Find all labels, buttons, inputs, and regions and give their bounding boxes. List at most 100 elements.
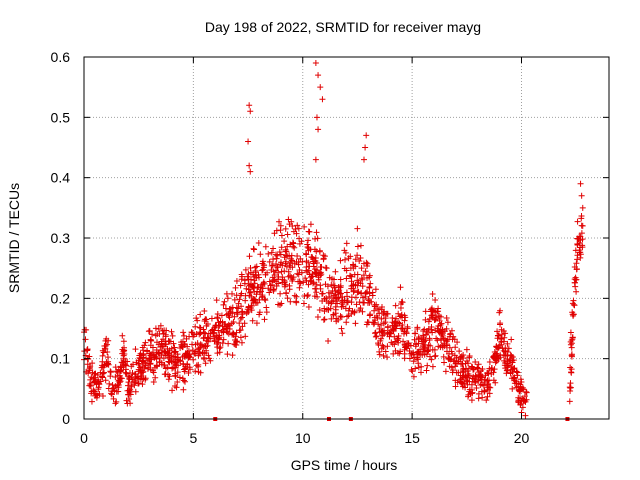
data-point [378,335,385,342]
data-point [443,314,450,321]
data-point [144,365,151,372]
data-point [302,275,309,282]
data-point [271,230,278,237]
data-point [570,312,577,319]
data-point [309,255,316,262]
data-point [215,335,222,342]
data-point [415,364,422,371]
data-point [180,377,187,384]
data-point [197,325,204,332]
data-point [238,314,245,321]
data-point [170,364,177,371]
data-point [364,260,371,267]
data-point [259,285,266,292]
data-point [485,380,492,387]
data-point [423,351,430,358]
data-point [338,314,345,321]
x-tick-label: 5 [189,430,197,446]
data-point [172,373,179,380]
data-point [263,304,270,311]
data-point [109,381,116,388]
data-point [180,329,187,336]
data-point [498,326,505,333]
data-point [257,251,264,258]
data-point [578,213,585,220]
data-point [185,369,192,376]
data-point [452,377,459,384]
data-point [423,367,430,374]
data-point [275,280,282,287]
data-point [194,317,201,324]
data-point [514,372,521,379]
data-point [380,310,387,317]
data-point [329,275,336,282]
data-point [113,398,120,405]
data-point [164,349,171,356]
data-point [418,369,425,376]
x-tick-label: 20 [514,430,530,446]
data-point [270,287,277,294]
data-point [404,323,411,330]
data-point [100,369,107,376]
data-point [497,320,504,327]
data-point [478,377,485,384]
data-point [402,344,409,351]
data-point [337,276,344,283]
data-point [129,369,136,376]
data-point [315,276,322,283]
data-point [233,309,240,316]
data-point [295,271,302,278]
data-point [363,321,370,328]
data-point [155,341,162,348]
data-point [112,364,119,371]
data-point [486,390,493,397]
data-point [139,381,146,388]
data-point [367,280,374,287]
data-point [421,338,428,345]
data-point [483,397,490,404]
data-point [523,389,530,396]
data-point [225,340,232,347]
data-point [378,322,385,329]
data-point [192,368,199,375]
data-point [157,322,164,329]
data-point [337,313,344,320]
data-point [168,328,175,335]
data-point [282,225,289,232]
data-point [172,359,179,366]
data-point [278,232,285,239]
data-point [217,344,224,351]
data-point [508,352,515,359]
data-point [230,329,237,336]
data-point [124,382,131,389]
data-point [350,261,357,268]
data-point [283,290,290,297]
data-point [396,320,403,327]
outlier-point [578,192,585,199]
data-point [256,289,263,296]
data-point [195,361,202,368]
data-point [84,347,91,354]
data-point [328,290,335,297]
data-point [248,302,255,309]
data-point [464,368,471,375]
outlier-point [362,144,369,151]
data-point [255,239,262,246]
data-point [278,268,285,275]
data-point [296,235,303,242]
data-point [295,278,302,285]
data-point [123,370,130,377]
data-point [202,360,209,367]
data-point [99,373,106,380]
data-point [371,301,378,308]
data-point [452,344,459,351]
data-point [306,228,313,235]
data-point [360,272,367,279]
data-point [354,277,361,284]
data-point [382,319,389,326]
outlier-point [313,114,320,121]
data-point [183,364,190,371]
data-point [145,328,152,335]
data-point [156,349,163,356]
data-point [180,332,187,339]
